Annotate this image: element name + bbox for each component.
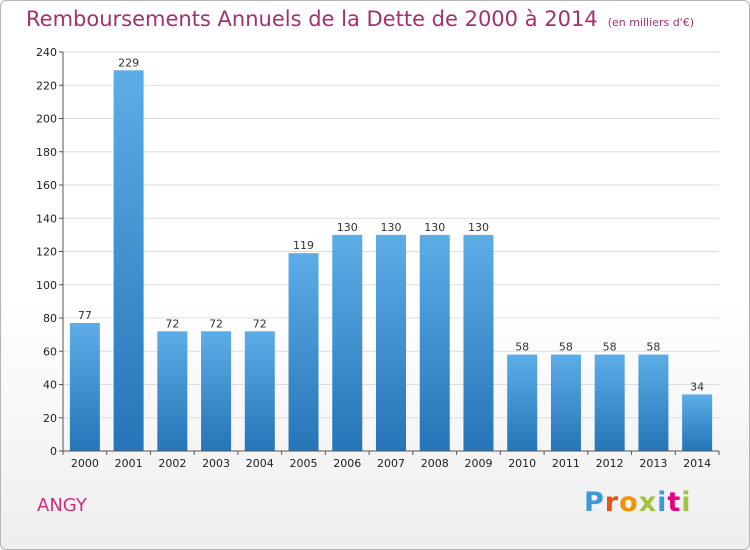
x-tick-label-2008: 2008: [421, 457, 449, 470]
data-label-2011: 58: [559, 341, 573, 354]
bar-2006: [332, 234, 363, 451]
chart-title: Remboursements Annuels de la Dette de 20…: [26, 7, 694, 31]
y-tick-label: 200: [36, 113, 57, 126]
bar-2007: [376, 234, 406, 451]
bar-2010: [507, 354, 538, 451]
data-label-2012: 58: [603, 341, 617, 354]
commune-name: ANGY: [37, 495, 87, 516]
y-tick-label: 120: [36, 246, 57, 259]
logo-letter: P: [584, 487, 605, 518]
data-label-2003: 72: [209, 317, 223, 330]
x-tick-label-2011: 2011: [552, 457, 580, 470]
logo-letter: o: [619, 487, 639, 518]
bar-2014: [682, 394, 713, 451]
bar-2000: [69, 322, 100, 451]
bar-2012: [594, 354, 625, 451]
x-tick-label-2010: 2010: [508, 457, 536, 470]
x-axis: 2000 2001 2002 2003 2004 2005 2006 2007 2008 2009…: [62, 450, 720, 470]
data-label-2009: 130: [468, 221, 489, 234]
bar-2002: [157, 331, 188, 451]
logo-letter: x: [638, 487, 658, 518]
data-label-2002: 72: [165, 317, 179, 330]
x-tick-label-2012: 2012: [596, 457, 624, 470]
bar-2005: [288, 253, 319, 451]
x-tick-label-2006: 2006: [333, 457, 361, 470]
logo-letter: i: [681, 487, 692, 518]
bars: 77 229 72 72 72 119 130 130 130 130 58 58 58 58 34: [69, 56, 713, 451]
x-tick-label-2005: 2005: [290, 457, 318, 470]
y-tick-label: 160: [36, 179, 57, 192]
x-tick-label-2014: 2014: [683, 457, 711, 470]
y-tick-label: 80: [43, 312, 57, 325]
x-tick-label-2009: 2009: [464, 457, 492, 470]
data-label-2010: 58: [515, 341, 529, 354]
x-tick-label-2001: 2001: [115, 457, 143, 470]
x-tick-label-2003: 2003: [202, 457, 230, 470]
x-tick-label-2013: 2013: [639, 457, 667, 470]
data-label-2006: 130: [337, 221, 358, 234]
chart-title-text: Remboursements Annuels de la Dette de 20…: [26, 7, 598, 31]
logo-letter: t: [667, 487, 682, 518]
data-label-2004: 72: [253, 317, 267, 330]
data-label-2007: 130: [381, 221, 402, 234]
logo-letter: i: [657, 487, 668, 518]
x-tick-label-2004: 2004: [246, 457, 274, 470]
data-label-2001: 229: [118, 56, 139, 69]
data-label-2013: 58: [646, 341, 660, 354]
y-axis: 0 20 40 60 80 100 120 140 160 180 200 220 240: [36, 46, 64, 458]
y-tick-label: 40: [43, 379, 57, 392]
y-tick-label: 100: [36, 279, 57, 292]
bar-2013: [638, 354, 669, 451]
data-label-2005: 119: [293, 239, 314, 252]
x-tick-label-2000: 2000: [71, 457, 99, 470]
y-tick-label: 60: [43, 345, 57, 358]
bar-2011: [550, 354, 581, 451]
chart-subtitle: (en milliers d'€): [607, 16, 694, 29]
logo-letter: r: [604, 487, 620, 518]
y-tick-label: 20: [43, 412, 57, 425]
y-tick-label: 220: [36, 79, 57, 92]
data-label-2008: 130: [424, 221, 445, 234]
data-label-2014: 34: [690, 380, 704, 393]
y-tick-label: 240: [36, 46, 57, 59]
bar-2004: [244, 331, 275, 451]
bar-2008: [419, 234, 450, 451]
x-tick-label-2002: 2002: [158, 457, 186, 470]
bar-2001: [113, 70, 144, 451]
y-tick-label: 140: [36, 212, 57, 225]
y-tick-label: 0: [50, 445, 57, 458]
x-tick-label-2007: 2007: [377, 457, 405, 470]
data-label-2000: 77: [78, 309, 92, 322]
proxiti-logo: Proxiti: [584, 487, 692, 518]
bar-2009: [463, 234, 494, 451]
y-tick-label: 180: [36, 146, 57, 159]
bar-2003: [201, 331, 232, 451]
